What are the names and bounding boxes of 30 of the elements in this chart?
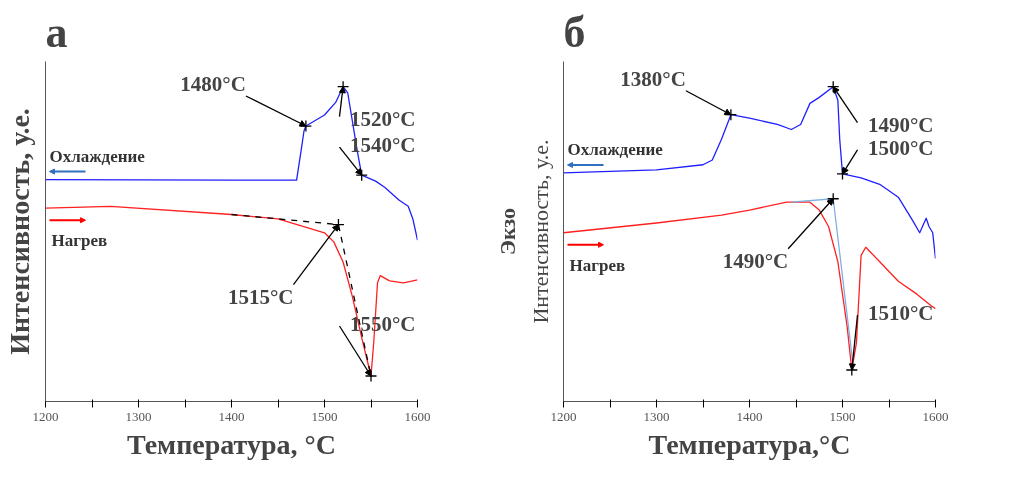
- annotation: 1490°C: [867, 112, 934, 137]
- x-tick-label: 1600: [404, 408, 431, 424]
- x-tick-label: 1200: [32, 408, 59, 424]
- series-label: Нагрев: [51, 231, 108, 251]
- series-label: Охлаждение: [567, 139, 664, 159]
- series-label: Охлаждение: [49, 146, 146, 166]
- x-tick-label: 1400: [218, 408, 245, 424]
- y-axis-title: Интенсивность, у.е.: [3, 108, 35, 355]
- annotation: 1510°C: [867, 301, 934, 326]
- point: [364, 369, 378, 383]
- x-tick-label: 1200: [550, 408, 577, 424]
- chart-title: а: [45, 7, 68, 57]
- annotation: 1500°C: [867, 135, 934, 160]
- point: [332, 218, 345, 231]
- x-tick-label: 1300: [643, 408, 670, 424]
- x-axis-title: Температура,°C: [648, 428, 851, 460]
- x-tick-label: 1300: [125, 408, 152, 424]
- annotation: 1380°C: [620, 66, 686, 91]
- chart-title: б: [563, 7, 586, 57]
- x-tick-label: 1500: [311, 408, 338, 424]
- annotation: 1490°C: [722, 248, 789, 273]
- annotation: 1515°C: [227, 284, 294, 309]
- annotation: 1480°C: [180, 72, 246, 97]
- x-tick-label: 1500: [829, 408, 856, 424]
- x-tick-label: 1600: [922, 408, 949, 424]
- x-tick-label: 1400: [736, 408, 763, 424]
- series-label: Нагрев: [569, 255, 626, 275]
- y-axis-title: Интенсивность, у.е.: [527, 139, 553, 324]
- x-axis-title: Температура, °C: [127, 428, 336, 460]
- text: Экзо: [494, 207, 520, 256]
